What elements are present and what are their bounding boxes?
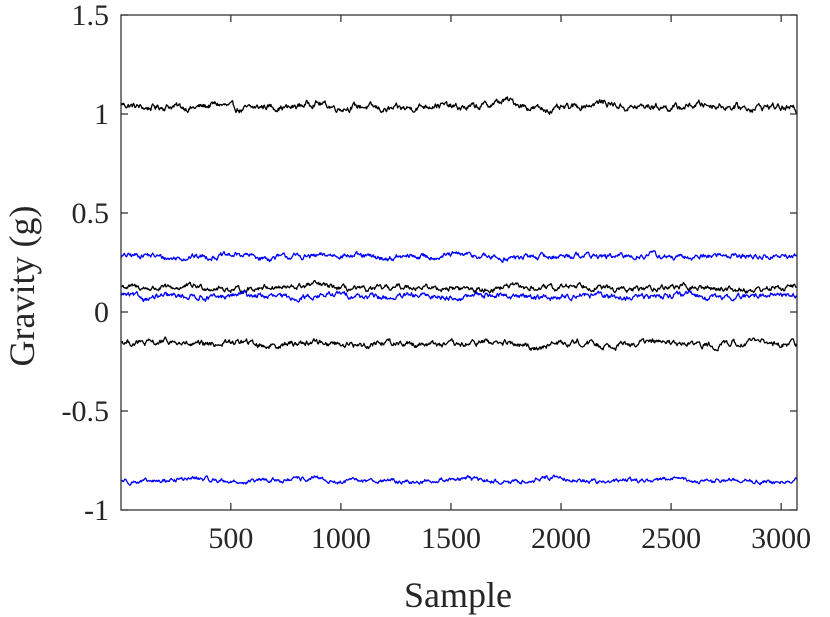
series-line <box>120 474 798 486</box>
series-line <box>120 279 797 295</box>
y-tick-label: 1.5 <box>72 0 110 32</box>
x-tick-label: 500 <box>208 522 253 555</box>
y-tick-label: -1 <box>84 494 109 527</box>
axes-layer <box>120 14 798 511</box>
plot-frame <box>120 14 798 511</box>
series-line <box>120 336 798 352</box>
series-line <box>120 289 798 303</box>
x-tick-label: 2000 <box>531 522 591 555</box>
series-line <box>120 96 798 115</box>
y-tick-label: 1 <box>94 98 109 131</box>
y-tick-label: 0.5 <box>72 197 110 230</box>
x-axis-label: Sample <box>404 575 512 615</box>
ticks-layer: 500 1000 1500 2000 2500 3000 -1 -0.5 0 0.5 1 1.5 <box>62 0 812 555</box>
y-tick-label: 0 <box>94 296 109 329</box>
series-layer <box>120 96 798 486</box>
y-axis-label: Gravity (g) <box>2 206 42 367</box>
y-tick-label: -0.5 <box>62 395 110 428</box>
series-line <box>120 250 798 264</box>
x-tick-label: 1500 <box>421 522 481 555</box>
x-tick-label: 2500 <box>641 522 701 555</box>
x-tick-label: 3000 <box>751 522 811 555</box>
x-tick-label: 1000 <box>311 522 371 555</box>
